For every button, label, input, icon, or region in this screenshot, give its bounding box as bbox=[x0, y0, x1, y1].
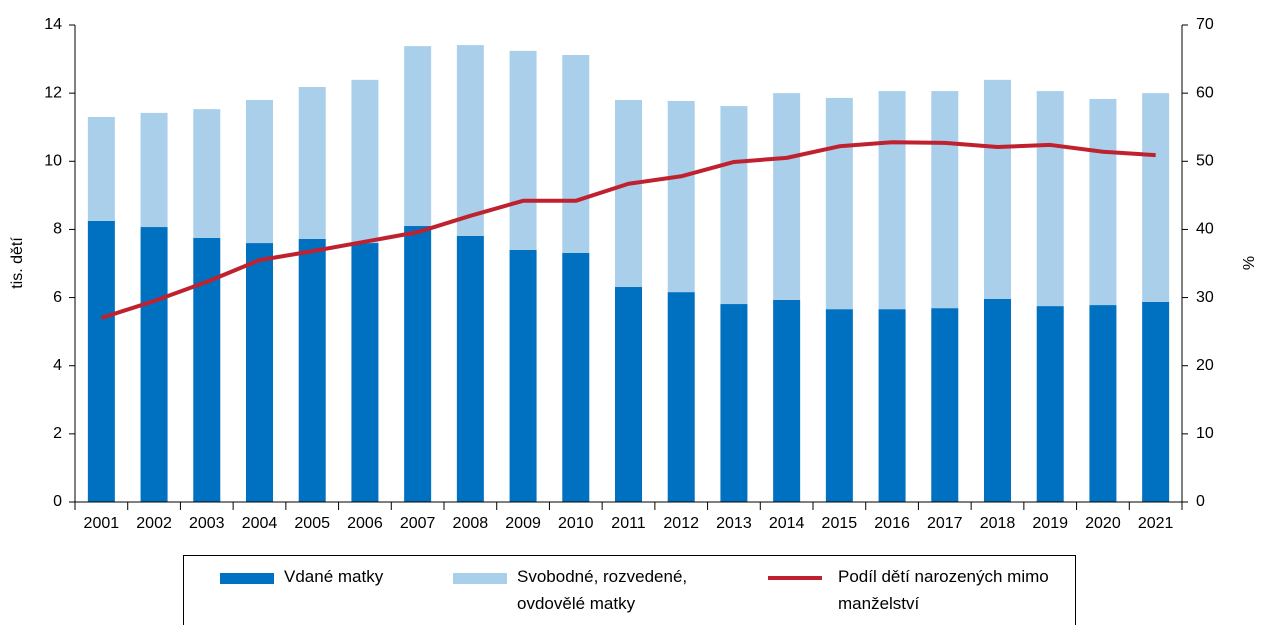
legend-swatch bbox=[220, 573, 274, 584]
x-tick-label: 2016 bbox=[874, 515, 910, 532]
x-tick-label: 2021 bbox=[1138, 515, 1174, 532]
line bbox=[100, 140, 1156, 320]
bar bbox=[246, 99, 273, 244]
legend-item: Svobodné, rozvedené, ovdovělé matky bbox=[453, 567, 717, 617]
x-tick-label: 2014 bbox=[769, 515, 805, 532]
bar bbox=[720, 106, 748, 305]
legend-item: Podíl dětí narozených mimo manželství bbox=[768, 567, 1078, 617]
chart: tis. dětí % 0 2 4 6 8 10 12 14 0 10 20 30 40 50 60 70 20… bbox=[9, 16, 1258, 532]
bar bbox=[878, 91, 906, 310]
x-tick-label: 2012 bbox=[663, 515, 699, 532]
bar bbox=[351, 243, 379, 503]
y-tick-label: 0 bbox=[53, 493, 62, 510]
bar bbox=[615, 99, 642, 288]
y2-tick-label: 60 bbox=[1196, 84, 1214, 101]
x-tick-label: 2001 bbox=[84, 515, 120, 532]
bar bbox=[87, 220, 115, 503]
bar bbox=[773, 93, 801, 300]
bar bbox=[509, 50, 537, 250]
x-tick-label: 2015 bbox=[822, 515, 858, 532]
bar bbox=[984, 298, 1011, 502]
legend-label: Svobodné, rozvedené, ovdovělé matky bbox=[517, 567, 688, 613]
bar bbox=[1142, 93, 1170, 303]
bar bbox=[456, 235, 484, 502]
bar bbox=[667, 100, 695, 293]
bar bbox=[667, 292, 695, 502]
y2-tick-label: 40 bbox=[1196, 221, 1214, 238]
x-tick-label: 2007 bbox=[400, 515, 436, 532]
x-tick-label: 2009 bbox=[505, 515, 541, 532]
bar bbox=[615, 287, 642, 502]
x-tick-label: 2017 bbox=[927, 515, 963, 532]
bar bbox=[1142, 302, 1170, 502]
y-tick-label: 8 bbox=[53, 221, 62, 238]
bar bbox=[773, 299, 801, 502]
bar bbox=[562, 252, 590, 502]
bar bbox=[298, 238, 326, 502]
y-axis-label: tis. dětí bbox=[9, 237, 26, 289]
bar bbox=[562, 54, 590, 253]
x-tick-label: 2002 bbox=[136, 515, 172, 532]
y-tick-label: 14 bbox=[44, 16, 62, 33]
x-tick-label: 2003 bbox=[189, 515, 225, 532]
legend-label: Podíl dětí narozených mimo manželství bbox=[838, 567, 1049, 613]
bar bbox=[404, 226, 432, 502]
bar bbox=[1089, 98, 1117, 306]
bar bbox=[87, 116, 115, 221]
bar bbox=[1089, 305, 1117, 502]
bar bbox=[140, 112, 168, 228]
y2-tick-label: 50 bbox=[1196, 153, 1214, 170]
y-tick-label: 12 bbox=[44, 84, 62, 101]
bar bbox=[984, 79, 1011, 299]
x-tick-label: 2011 bbox=[611, 515, 646, 532]
bar bbox=[246, 243, 273, 503]
x-tick-label: 2006 bbox=[347, 515, 383, 532]
bar bbox=[509, 249, 537, 502]
legend-label: Vdané matky bbox=[284, 567, 384, 586]
x-tick-label: 2013 bbox=[716, 515, 752, 532]
x-tick-label: 2008 bbox=[453, 515, 489, 532]
x-tick-label: 2020 bbox=[1085, 515, 1121, 532]
x-tick-label: 2004 bbox=[242, 515, 278, 532]
y-tick-label: 4 bbox=[53, 357, 62, 374]
legend-swatch bbox=[453, 573, 507, 584]
bar bbox=[404, 46, 432, 227]
y2-tick-label: 70 bbox=[1196, 16, 1214, 33]
bar bbox=[456, 45, 484, 236]
bar bbox=[140, 227, 168, 502]
legend-swatch bbox=[768, 576, 822, 580]
y2-axis-label: % bbox=[1241, 256, 1258, 270]
y-tick-label: 10 bbox=[44, 153, 62, 170]
bar bbox=[825, 97, 853, 310]
bar bbox=[193, 109, 221, 238]
y2-tick-label: 30 bbox=[1196, 289, 1214, 306]
y-tick-label: 6 bbox=[53, 289, 62, 306]
legend: Vdané matky Svobodné, rozvedené, ovdovělé… bbox=[183, 555, 1076, 625]
x-tick-label: 2019 bbox=[1032, 515, 1068, 532]
x-tick-label: 2005 bbox=[294, 515, 330, 532]
y2-tick-label: 0 bbox=[1196, 493, 1205, 510]
y2-tick-label: 10 bbox=[1196, 425, 1214, 442]
bar bbox=[1036, 91, 1064, 307]
y2-tick-label: 20 bbox=[1196, 357, 1214, 374]
bar bbox=[825, 309, 853, 502]
bar bbox=[1036, 306, 1064, 502]
bar bbox=[931, 91, 959, 309]
bar bbox=[720, 304, 748, 502]
x-tick-label: 2010 bbox=[558, 515, 594, 532]
bar bbox=[351, 79, 379, 244]
bar bbox=[931, 308, 959, 502]
bar bbox=[878, 309, 906, 502]
y-tick-label: 2 bbox=[53, 425, 62, 442]
bar bbox=[298, 87, 326, 239]
x-tick-label: 2018 bbox=[980, 515, 1016, 532]
legend-item: Vdané matky bbox=[220, 567, 414, 590]
